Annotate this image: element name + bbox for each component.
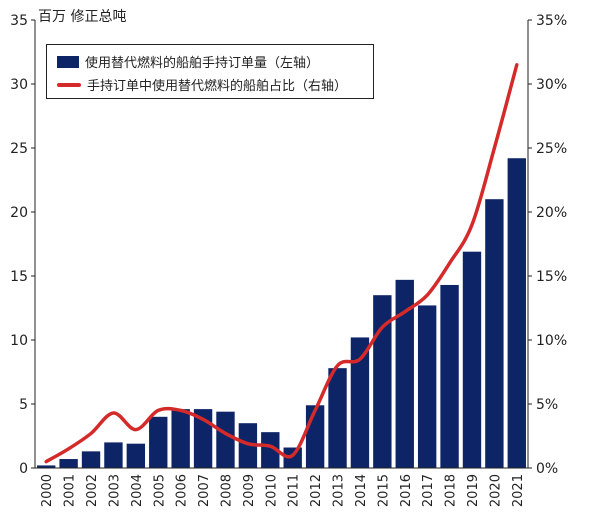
left-axis-unit-label: 百万 修正总吨 <box>38 9 127 25</box>
right-tick-label: 0% <box>536 461 558 477</box>
x-tick-label: 2013 <box>332 474 347 507</box>
x-tick-label: 2002 <box>85 474 100 507</box>
bar-2011 <box>283 447 302 468</box>
line-series <box>44 63 519 464</box>
bar-2019 <box>462 251 482 468</box>
legend: 使用替代燃料的船舶手持订单量（左轴） 手持订单中使用替代燃料的船舶占比（右轴） <box>46 44 374 99</box>
x-tick-label: 2014 <box>354 474 369 507</box>
left-tick-label: 25 <box>10 141 28 157</box>
x-tick-label: 2007 <box>197 474 212 507</box>
x-tick-label: 2001 <box>63 474 78 507</box>
x-tick-label: 2020 <box>488 474 503 507</box>
tick-labels: 0 5 10 15 20 25 30 35 0% 5% 10% 15% 20% 25% 30% 35% 2000… <box>10 13 567 507</box>
x-tick-label: 2005 <box>152 474 167 507</box>
left-tick-label: 5 <box>19 397 28 413</box>
bar-2012 <box>305 405 325 468</box>
legend-swatch-line <box>57 82 81 87</box>
left-tick-label: 15 <box>10 269 28 285</box>
bar-2008 <box>216 411 235 468</box>
bar-2003 <box>104 442 123 468</box>
bar-2000 <box>37 465 56 468</box>
legend-item-line: 手持订单中使用替代燃料的船舶占比（右轴） <box>57 75 347 94</box>
bar-2014 <box>350 337 370 468</box>
legend-label-bars: 使用替代燃料的船舶手持订单量（左轴） <box>85 56 320 71</box>
bar-2017 <box>417 305 437 468</box>
x-tick-label: 2015 <box>376 474 391 507</box>
right-tick-label: 35% <box>536 13 567 29</box>
left-tick-label: 30 <box>10 77 28 93</box>
bar-2002 <box>81 451 101 468</box>
legend-item-bars: 使用替代燃料的船舶手持订单量（左轴） <box>57 52 319 71</box>
right-tick-label: 10% <box>536 333 567 349</box>
axes <box>31 19 532 469</box>
x-tick-label: 2017 <box>421 474 436 507</box>
left-tick-label: 35 <box>10 13 28 29</box>
legend-label-line: 手持订单中使用替代燃料的船舶占比（右轴） <box>87 79 348 94</box>
x-tick-label: 2003 <box>107 474 122 507</box>
right-tick-label: 25% <box>536 141 567 157</box>
x-tick-label: 2021 <box>511 474 526 507</box>
bar-2010 <box>261 432 280 468</box>
x-tick-label: 2016 <box>399 474 414 507</box>
x-tick-label: 2019 <box>466 474 481 507</box>
x-tick-label: 2010 <box>264 474 279 507</box>
right-tick-label: 20% <box>536 205 567 221</box>
bar-2001 <box>59 459 78 468</box>
x-tick-label: 2011 <box>287 474 302 507</box>
bar-2009 <box>238 423 258 468</box>
right-tick-label: 30% <box>536 77 567 93</box>
x-tick-label: 2009 <box>242 474 257 507</box>
bar-2021 <box>507 158 526 469</box>
legend-swatch-bar <box>57 55 79 68</box>
x-tick-label: 2018 <box>444 474 459 507</box>
x-tick-label: 2008 <box>219 474 234 507</box>
x-tick-label: 2006 <box>175 474 190 507</box>
right-tick-label: 15% <box>536 269 567 285</box>
bar-2018 <box>440 284 459 468</box>
bar-2015 <box>373 295 392 468</box>
x-tick-label: 2004 <box>130 474 145 507</box>
bar-2004 <box>126 443 146 468</box>
bar-2006 <box>171 409 190 468</box>
bar-2016 <box>395 279 414 468</box>
x-tick-label: 2012 <box>309 474 324 507</box>
bar-2005 <box>149 416 168 468</box>
x-tick-label: 2000 <box>40 474 55 507</box>
bar-2020 <box>485 199 504 468</box>
bar-2013 <box>328 368 347 468</box>
left-tick-label: 20 <box>10 205 28 221</box>
bar-series <box>37 158 526 469</box>
left-tick-label: 10 <box>10 333 28 349</box>
right-tick-label: 5% <box>536 397 558 413</box>
left-tick-label: 0 <box>19 461 28 477</box>
